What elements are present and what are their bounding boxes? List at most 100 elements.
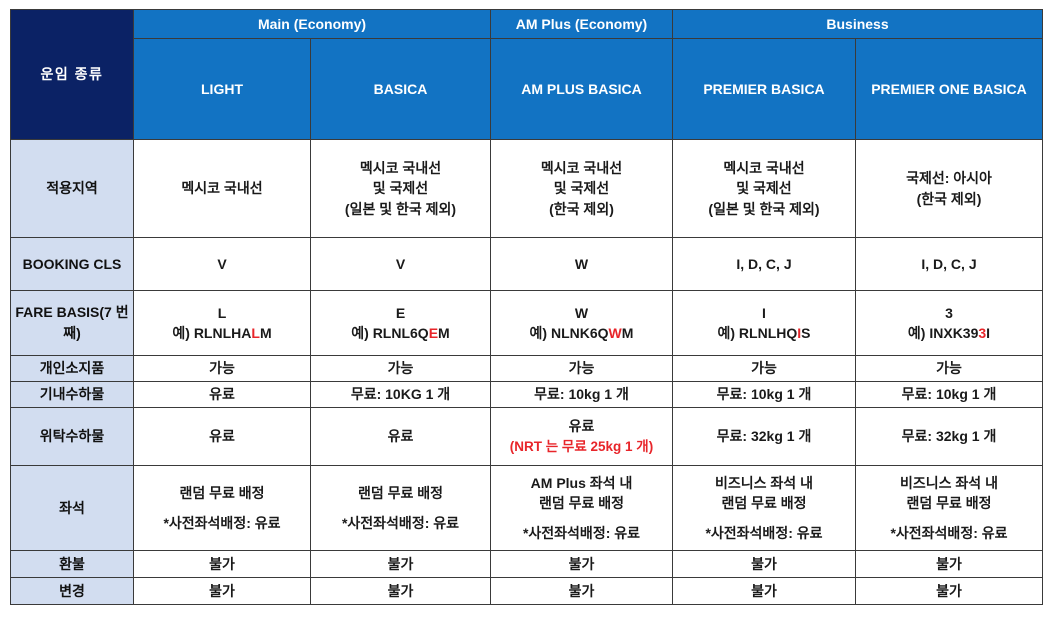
cell-line: 비즈니스 좌석 내 [900,474,998,491]
cell-line: (한국 제외) [916,190,982,207]
cell-line: 불가 [387,582,414,599]
fare-basis-code-suffix: M [438,325,450,341]
cell-r2-c4: 3 예) INXK393I [855,290,1043,356]
fare-basis-code-suffix: I [986,325,991,341]
cell-line: 랜덤 무료 배정 [179,484,265,501]
fare-basis-code: 예) RLNLHQIS [676,323,852,343]
fare-column-basica: BASICA [310,38,491,140]
cell-r1-c0: V [133,237,311,291]
row-label-sub: (7 번째) [63,304,129,341]
cell-r3-c0: 가능 [133,355,311,382]
table-row: 적용지역 멕시코 국내선 멕시코 국내선 및 국제선 (일본 및 한국 제외) 멕시코 국… [10,139,1043,238]
fare-column-premier-basica: PREMIER BASICA [672,38,856,140]
cell-r8-c4: 불가 [855,577,1043,605]
cell-line: (일본 및 한국 제외) [708,200,820,217]
spacer [494,513,669,523]
fare-column-premier-basica-line1: PREMIER [703,80,768,97]
cell-r4-c0: 유료 [133,381,311,408]
row-label-2: FARE BASIS(7 번째) [10,290,134,356]
fare-column-am-plus-basica-line1: AM PLUS [521,80,585,97]
row-label-text: 변경 [59,582,85,599]
fare-basis-code-suffix: M [259,325,272,341]
fare-basis-code-highlight: I [797,325,802,341]
fare-basis-code-highlight: W [608,325,622,341]
cell-r7-c1: 불가 [310,550,491,578]
cell-r4-c4: 무료: 10kg 1 개 [855,381,1043,408]
table-row: FARE BASIS(7 번째) L 예) RLNLHALM E 예) RLNL6QEM… [10,290,1043,356]
fare-basis-code-highlight: 3 [978,325,987,341]
cell-line: 유료 [387,428,414,445]
cell-r3-c4: 가능 [855,355,1043,382]
cell-r5-c4: 무료: 32kg 1 개 [855,407,1043,466]
seat-assignment-note: *사전좌석배정: 유료 [705,525,823,542]
spacer [314,503,487,513]
cell-line: 랜덤 무료 배정 [538,494,625,511]
cell-r0-c4: 국제선: 아시아 (한국 제외) [855,139,1043,238]
fare-column-light: LIGHT [133,38,311,140]
cell-line: 및 국제선 [372,180,429,197]
cell-r2-c0: L 예) RLNLHALM [133,290,311,356]
cell-line: 불가 [751,582,777,599]
seat-assignment-note: *사전좌석배정: 유료 [890,525,1008,542]
fare-type-corner-label: 운임 종류 [10,9,134,140]
cell-line: 가능 [387,360,414,377]
fare-column-light-line1: LIGHT [201,80,243,97]
cell-line: 불가 [209,555,235,572]
cell-r1-c4: I, D, C, J [855,237,1043,291]
seat-assignment-note: *사전좌석배정: 유료 [341,515,460,531]
cell-line: 멕시코 국내선 [359,160,442,177]
table-row: BOOKING CLS V V W I, D, C, J I, D, C, J [10,237,1043,291]
table-header: 운임 종류 Main (Economy) AM Plus (Economy) B… [10,9,1043,140]
cell-line: 랜덤 무료 배정 [906,494,992,511]
cell-r8-c3: 불가 [672,577,856,605]
cell-r8-c1: 불가 [310,577,491,605]
fare-basis-code: 예) RLNL6QEM [314,323,487,343]
cell-line: 멕시코 국내선 [181,180,263,197]
cell-line: 멕시코 국내선 [540,160,623,177]
cell-r7-c0: 불가 [133,550,311,578]
fare-column-premier-basica-line2: BASICA [771,80,825,97]
table-body: 적용지역 멕시코 국내선 멕시코 국내선 및 국제선 (일본 및 한국 제외) 멕시코 국… [10,139,1043,605]
row-label-text: 좌석 [59,499,85,516]
cell-line: 3 [945,304,953,321]
cell-r4-c2: 무료: 10kg 1 개 [490,381,673,408]
row-label-text: 환불 [59,555,85,572]
row-label-text: 위탁수하물 [39,428,105,444]
cell-line: 무료: 10kg 1 개 [901,386,997,403]
cell-line: W [574,304,589,321]
cell-line: 가능 [751,360,777,377]
fare-basis-code-prefix: 예) INXK39 [907,325,979,341]
row-label-1: BOOKING CLS [10,237,134,291]
cell-line: 가능 [568,360,595,377]
cell-line: 및 국제선 [736,180,792,197]
cell-line: 랜덤 무료 배정 [721,494,807,511]
cell-r1-c1: V [310,237,491,291]
fare-column-premier-one-basica-line2: BASICA [973,80,1027,97]
fare-comparison-table-container: 운임 종류 Main (Economy) AM Plus (Economy) B… [10,9,1043,605]
cell-line: I, D, C, J [736,255,792,272]
cell-r6-c0: 랜덤 무료 배정 *사전좌석배정: 유료 [133,465,311,551]
spacer [676,513,852,523]
cell-line: 국제선: 아시아 [906,170,992,187]
cell-r5-c0: 유료 [133,407,311,466]
cell-r4-c1: 무료: 10KG 1 개 [310,381,491,408]
fare-name-header-row: LIGHT BASICA AM PLUS BASICA PREMIER BASI… [11,38,1043,140]
cell-r3-c1: 가능 [310,355,491,382]
row-label-text: 개인소지품 [39,360,105,376]
row-label-text: FARE BASIS [15,304,100,320]
fare-basis-code-prefix: 예) RLNLHQ [717,325,798,341]
cell-r2-c3: I 예) RLNLHQIS [672,290,856,356]
cell-line: E [395,304,406,321]
cell-r4-c3: 무료: 10kg 1 개 [672,381,856,408]
cell-r0-c1: 멕시코 국내선 및 국제선 (일본 및 한국 제외) [310,139,491,238]
cell-line: 및 국제선 [553,180,610,197]
cell-line: 가능 [936,360,962,377]
cell-line: 멕시코 국내선 [723,160,805,177]
cell-line: 불가 [568,555,595,572]
cell-line: 불가 [936,555,962,572]
fare-column-am-plus-basica-line2: BASICA [588,80,642,97]
cell-r8-c2: 불가 [490,577,673,605]
table-row: 기내수하물 유료 무료: 10KG 1 개 무료: 10kg 1 개 무료: 10kg … [10,381,1043,408]
